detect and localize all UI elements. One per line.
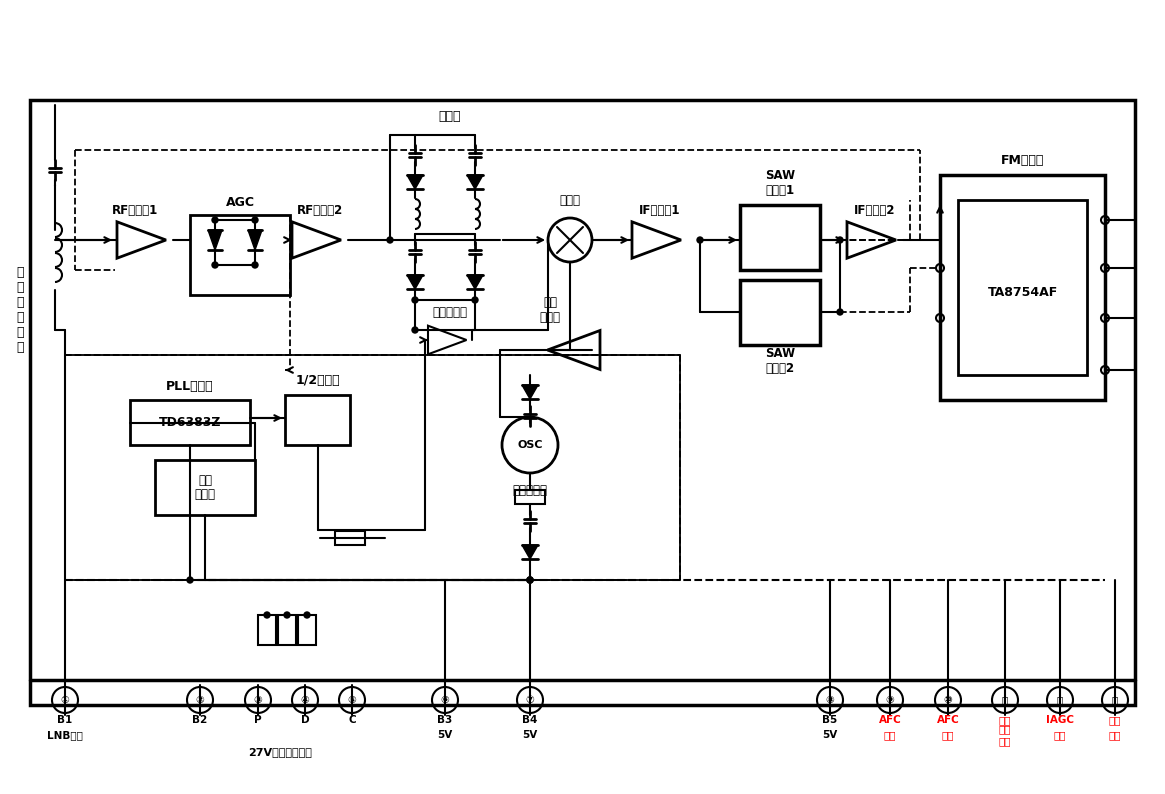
- Circle shape: [188, 577, 193, 583]
- Bar: [155, 460, 255, 515]
- Text: RF放大器2: RF放大器2: [297, 203, 344, 217]
- Bar: [30, 100, 1135, 705]
- Text: 环路
滤波器: 环路 滤波器: [195, 473, 216, 502]
- Text: 电平
输出: 电平 输出: [998, 724, 1011, 746]
- Text: P: P: [254, 715, 262, 725]
- Circle shape: [252, 217, 257, 223]
- Text: ②: ②: [196, 695, 204, 705]
- Circle shape: [836, 309, 843, 315]
- Circle shape: [387, 237, 393, 243]
- Bar: [130, 400, 250, 445]
- Text: AFC: AFC: [937, 715, 959, 725]
- Text: ⑬: ⑬: [1111, 695, 1118, 705]
- Bar: [298, 615, 316, 645]
- Text: IF放大器2: IF放大器2: [854, 203, 896, 217]
- Bar: [257, 615, 276, 645]
- Text: 输出: 输出: [1109, 730, 1121, 740]
- Circle shape: [472, 297, 478, 303]
- Text: SAW
滤波器2: SAW 滤波器2: [765, 347, 795, 375]
- Text: LNB电源: LNB电源: [47, 730, 83, 740]
- Text: 解调: 解调: [1109, 715, 1121, 725]
- Text: 1/2分频器: 1/2分频器: [295, 375, 340, 387]
- Text: 混频器: 混频器: [559, 194, 580, 206]
- Text: TD6383Z: TD6383Z: [158, 416, 221, 429]
- Text: IF放大器1: IF放大器1: [640, 203, 680, 217]
- Text: FM解调器: FM解调器: [1001, 153, 1044, 167]
- Text: B2: B2: [192, 715, 207, 725]
- Text: 5V: 5V: [437, 730, 453, 740]
- Text: 缓冲
放大器: 缓冲 放大器: [539, 296, 560, 324]
- Text: ⑪: ⑪: [1002, 695, 1008, 705]
- Polygon shape: [467, 175, 483, 189]
- Circle shape: [836, 237, 843, 243]
- Text: ⑧: ⑧: [826, 695, 834, 705]
- Text: TA8754AF: TA8754AF: [988, 286, 1058, 299]
- Circle shape: [527, 577, 534, 583]
- Bar: [285, 395, 350, 445]
- Text: B1: B1: [57, 715, 72, 725]
- Text: PLL锁相环: PLL锁相环: [167, 380, 214, 392]
- Text: ⑩: ⑩: [944, 695, 952, 705]
- Text: C: C: [348, 715, 355, 725]
- Polygon shape: [522, 385, 538, 399]
- Text: 27V来自微处理器: 27V来自微处理器: [248, 747, 312, 757]
- Bar: [65, 355, 680, 580]
- Polygon shape: [407, 175, 423, 189]
- Text: 本机振荡器: 本机振荡器: [513, 484, 548, 496]
- Text: B4: B4: [522, 715, 538, 725]
- Text: ④: ④: [301, 695, 310, 705]
- Bar: [958, 200, 1087, 375]
- Bar: [740, 280, 820, 345]
- Text: IAGC: IAGC: [1046, 715, 1074, 725]
- Circle shape: [412, 297, 418, 303]
- Text: 信号: 信号: [998, 715, 1011, 725]
- Circle shape: [527, 577, 534, 583]
- Bar: [940, 175, 1104, 400]
- Bar: [740, 205, 820, 270]
- Bar: [336, 531, 365, 545]
- Text: 预选器: 预选器: [439, 110, 461, 124]
- Polygon shape: [209, 230, 223, 250]
- Text: RF放大器1: RF放大器1: [112, 203, 158, 217]
- Text: 5V: 5V: [822, 730, 838, 740]
- Text: 输出: 输出: [1054, 730, 1066, 740]
- Text: B5: B5: [822, 715, 838, 725]
- Polygon shape: [522, 545, 538, 559]
- Text: ⑤: ⑤: [347, 695, 356, 705]
- Polygon shape: [407, 275, 423, 289]
- Polygon shape: [467, 275, 483, 289]
- Circle shape: [697, 237, 702, 243]
- Text: ①: ①: [61, 695, 70, 705]
- Circle shape: [284, 612, 290, 618]
- Circle shape: [304, 612, 310, 618]
- Bar: [190, 215, 290, 295]
- Text: AFC: AFC: [878, 715, 902, 725]
- Text: 基准: 基准: [941, 730, 954, 740]
- Circle shape: [212, 262, 218, 268]
- Bar: [278, 615, 296, 645]
- Circle shape: [412, 327, 418, 333]
- Text: SAW
滤波器1: SAW 滤波器1: [765, 169, 795, 197]
- Text: 第
二
中
频
输
入: 第 二 中 频 输 入: [16, 266, 23, 354]
- Text: ⑫: ⑫: [1057, 695, 1064, 705]
- Text: 输出: 输出: [884, 730, 896, 740]
- Text: OSC: OSC: [517, 440, 543, 450]
- Text: ⑦: ⑦: [525, 695, 535, 705]
- Text: 缓冲放大器: 缓冲放大器: [432, 306, 467, 319]
- Text: 5V: 5V: [522, 730, 537, 740]
- Bar: [515, 490, 545, 504]
- Circle shape: [527, 577, 534, 583]
- Circle shape: [264, 612, 270, 618]
- Text: D: D: [301, 715, 310, 725]
- Text: B3: B3: [437, 715, 453, 725]
- Circle shape: [252, 262, 257, 268]
- Text: ⑥: ⑥: [440, 695, 450, 705]
- Polygon shape: [248, 230, 262, 250]
- Text: ③: ③: [254, 695, 262, 705]
- Text: AGC: AGC: [226, 196, 254, 210]
- Text: ⑨: ⑨: [885, 695, 895, 705]
- Circle shape: [212, 217, 218, 223]
